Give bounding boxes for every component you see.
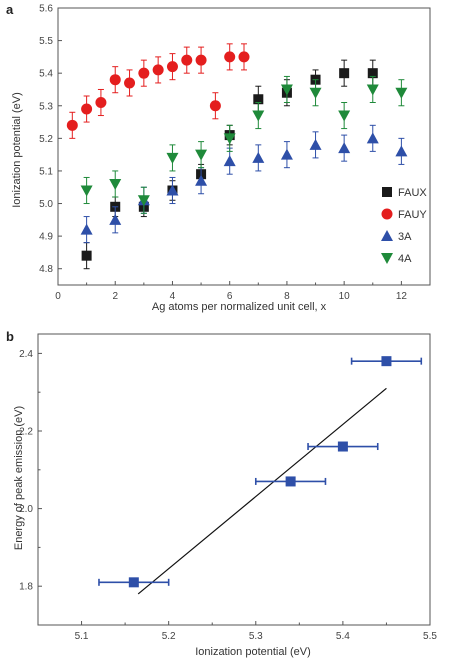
- y-tick-label: 4.9: [39, 232, 53, 243]
- data-point-4a: [366, 84, 379, 96]
- legend-marker-3a: [381, 230, 393, 241]
- data-point-series: [128, 577, 139, 588]
- plot-frame: [37, 333, 431, 626]
- y-tick-label: 2.0: [19, 504, 33, 515]
- legend-marker-faux: [382, 187, 392, 197]
- data-point-3a: [366, 132, 379, 144]
- data-point-faux: [367, 68, 378, 79]
- data-point-3a: [80, 223, 93, 235]
- data-point-series: [285, 476, 296, 487]
- data-point-3a: [338, 142, 351, 154]
- data-point-fauy: [95, 97, 107, 109]
- fit-line: [137, 387, 387, 595]
- data-point-fauy: [109, 74, 121, 86]
- y-tick-label: 5.0: [39, 199, 53, 210]
- legend-label-faux: FAUX: [398, 187, 427, 199]
- data-point-3a: [166, 184, 179, 196]
- legend-label-fauy: FAUY: [398, 209, 427, 221]
- x-tick-label: 10: [339, 291, 351, 302]
- data-point-fauy: [81, 103, 93, 115]
- data-point-4a: [195, 149, 208, 161]
- data-point-fauy: [66, 119, 78, 131]
- data-point-4a: [252, 110, 265, 122]
- data-point-fauy: [195, 54, 207, 66]
- data-point-series: [381, 356, 392, 367]
- panel-a-letter: a: [6, 2, 14, 17]
- data-point-3a: [280, 148, 293, 160]
- panel-a-plot: 0 2 4 6 8 10 12 4.8 4.9 5.0 5.1 5.2 5.3 5.4 5.5 5.6: [39, 4, 431, 302]
- panel-b-plot: 5.1 5.2 5.3 5.4 5.5 1.8 2.0 2.2 2.4: [19, 333, 437, 642]
- data-point-3a: [309, 138, 322, 150]
- y-tick-label: 5.3: [39, 101, 53, 112]
- data-point-4a: [166, 152, 179, 164]
- y-tick-label: 5.2: [39, 134, 53, 145]
- data-point-4a: [109, 178, 122, 190]
- data-point-4a: [137, 195, 150, 207]
- y-tick-label: 5.6: [39, 4, 53, 15]
- x-tick-label: 5.1: [75, 631, 89, 642]
- x-tick-label: 5.3: [249, 631, 263, 642]
- legend-label-4a: 4A: [398, 253, 412, 265]
- data-point-fauy: [166, 61, 178, 73]
- panel-b-xlabel: Ionization potential (eV): [195, 646, 311, 658]
- data-point-faux: [339, 68, 350, 79]
- y-tick-label: 5.4: [39, 69, 53, 80]
- data-point-faux: [81, 250, 92, 261]
- data-point-4a: [280, 84, 293, 96]
- legend-marker-4a: [381, 253, 393, 264]
- y-tick-label: 5.1: [39, 166, 53, 177]
- data-point-fauy: [209, 100, 221, 112]
- plot-frame: [57, 7, 431, 286]
- panel-a-xlabel: Ag atoms per normalized unit cell, x: [152, 301, 327, 313]
- x-tick-label: 8: [284, 291, 290, 302]
- legend-marker-fauy: [381, 208, 393, 220]
- panel-b-letter: b: [6, 329, 14, 344]
- x-tick-label: 6: [227, 291, 233, 302]
- y-tick-label: 5.5: [39, 36, 53, 47]
- data-point-3a: [223, 155, 236, 167]
- data-point-fauy: [138, 67, 150, 79]
- data-point-fauy: [124, 77, 136, 89]
- data-point-4a: [80, 185, 93, 197]
- data-point-faux: [253, 94, 264, 105]
- data-point-fauy: [238, 51, 250, 63]
- legend-label-3a: 3A: [398, 231, 412, 243]
- x-tick-label: 5.4: [336, 631, 350, 642]
- x-tick-label: 0: [55, 291, 61, 302]
- data-point-fauy: [224, 51, 236, 63]
- data-point-3a: [252, 151, 265, 163]
- x-tick-label: 5.5: [423, 631, 437, 642]
- data-point-4a: [309, 87, 322, 99]
- legend: FAUX FAUY 3A 4A: [381, 187, 427, 265]
- x-tick-label: 12: [396, 291, 408, 302]
- x-tick-label: 4: [170, 291, 176, 302]
- x-tick-label: 5.2: [162, 631, 176, 642]
- panel-a-ylabel: Ionization potential (eV): [11, 92, 23, 208]
- data-point-fauy: [152, 64, 164, 76]
- data-point-3a: [395, 145, 408, 157]
- data-point-series: [337, 441, 348, 452]
- y-tick-label: 1.8: [19, 582, 33, 593]
- panel-b-ylabel: Energy of peak emission (eV): [13, 406, 25, 550]
- x-tick-label: 2: [112, 291, 118, 302]
- data-point-3a: [195, 174, 208, 186]
- data-point-3a: [109, 213, 122, 225]
- y-tick-label: 4.8: [39, 264, 53, 275]
- data-point-fauy: [181, 54, 193, 66]
- data-point-4a: [395, 87, 408, 99]
- y-tick-label: 2.2: [19, 427, 33, 438]
- y-tick-label: 2.4: [19, 349, 33, 360]
- data-point-4a: [338, 110, 351, 122]
- data-point-4a: [223, 133, 236, 145]
